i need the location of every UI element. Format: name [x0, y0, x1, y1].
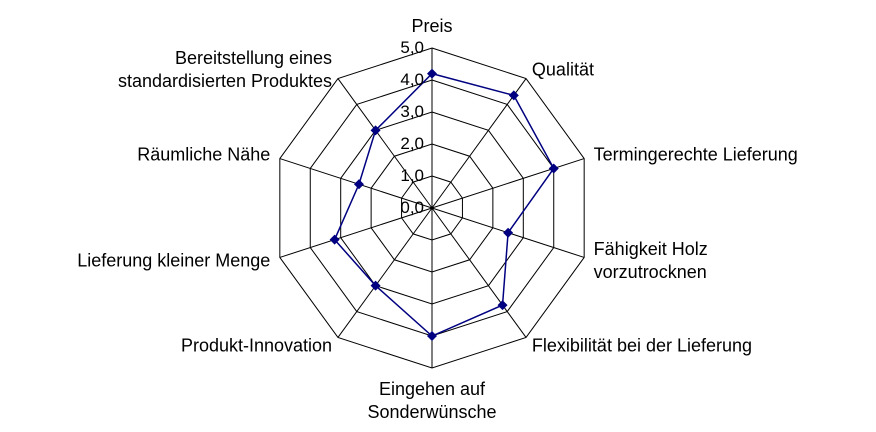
tick-label: 0,0 [400, 198, 424, 217]
axis-line [337, 207, 433, 338]
category-label: Termingerechte Lieferung [593, 144, 798, 165]
data-point [427, 68, 437, 79]
category-label: Lieferung kleiner Menge [77, 250, 271, 271]
category-label: Bereitstellung eines standardisierten Pr… [117, 48, 333, 92]
data-point [353, 179, 364, 190]
data-point [427, 331, 437, 341]
data-point [497, 300, 508, 311]
data-point [370, 125, 381, 136]
axis-line [431, 207, 527, 338]
tick-label: 5,0 [400, 38, 424, 57]
axis-line [431, 158, 585, 209]
data-point [370, 280, 381, 291]
tick-label: 2,0 [400, 134, 424, 153]
tick-label: 1,0 [400, 166, 424, 185]
category-label: Räumliche Nähe [137, 144, 271, 165]
axis-line [279, 207, 433, 258]
category-label: Preis [411, 16, 453, 36]
tick-label: 3,0 [400, 102, 424, 121]
data-point [329, 234, 340, 245]
tick-label: 4,0 [400, 70, 424, 89]
category-label: Fähigkeit Holz vorzutrocknen [593, 238, 708, 282]
category-label: Qualität [531, 59, 594, 80]
category-label: Flexibilität bei der Lieferung [531, 335, 753, 356]
axis-line [337, 78, 433, 209]
data-point [508, 90, 519, 101]
category-label: Eingehen auf Sonderwünsche [367, 379, 497, 422]
data-point [503, 227, 514, 238]
category-label: Produkt-Innovation [180, 335, 333, 356]
axis-line [431, 78, 527, 209]
data-point [548, 163, 559, 174]
